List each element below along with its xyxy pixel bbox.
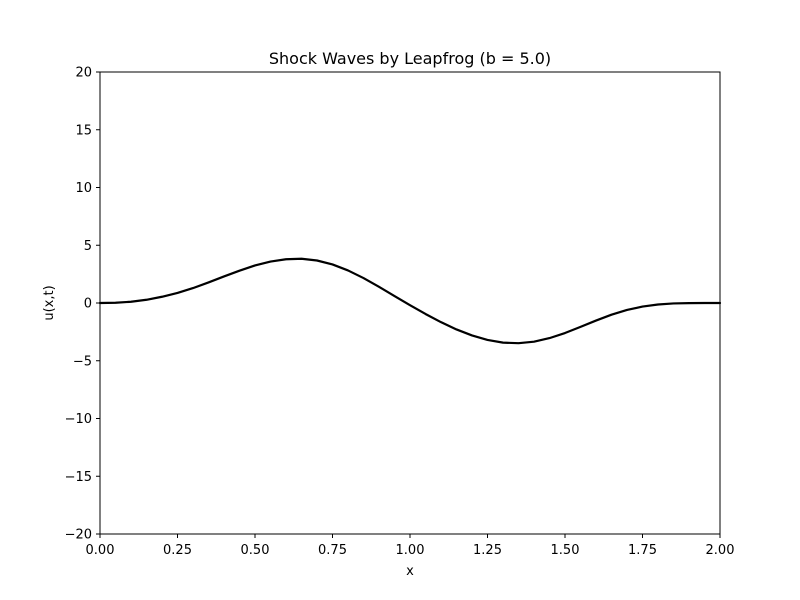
y-axis-label: u(x,t) [42,285,57,320]
y-tick-label: 10 [75,181,92,196]
y-tick-label: −20 [65,528,92,543]
y-tick-label: 5 [84,239,92,254]
x-axis-label: x [406,564,414,579]
x-tick-label: 0.25 [163,543,192,558]
x-tick-label: 1.00 [396,543,425,558]
y-tick-label: −10 [65,412,92,427]
x-tick-label: 0.00 [86,543,115,558]
x-tick-label: 2.00 [706,543,735,558]
chart-title: Shock Waves by Leapfrog (b = 5.0) [269,49,551,68]
y-tick-label: −15 [65,470,92,485]
y-tick-label: 15 [75,123,92,138]
y-tick-label: 0 [84,297,92,312]
x-tick-label: 0.50 [241,543,270,558]
series-line-0 [98,257,722,345]
x-tick-label: 0.75 [318,543,347,558]
y-tick-label: 20 [75,66,92,81]
x-tick-label: 1.75 [628,543,657,558]
x-tick-label: 1.50 [551,543,580,558]
x-tick-label: 1.25 [473,543,502,558]
plot-area: 0.00 0.25 0.50 0.75 1.00 1.25 1.50 1.75 2.00 −20 −… [65,66,735,559]
y-tick-label: −5 [73,354,92,369]
